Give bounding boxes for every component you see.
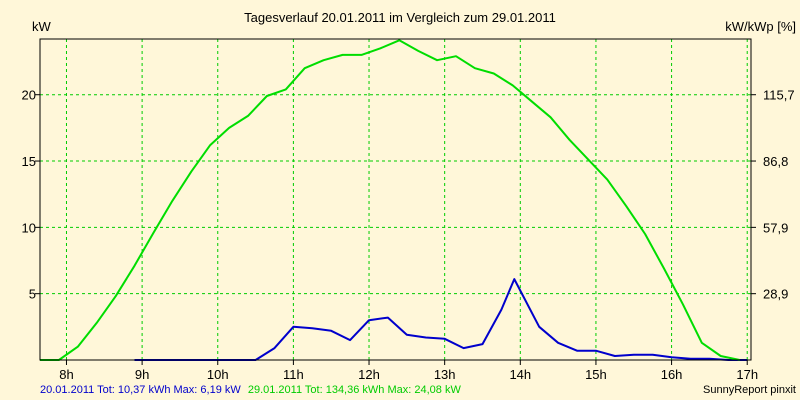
x-tick-label: 12h [358,367,380,382]
x-tick-label: 16h [661,367,683,382]
footer-summary-series-1: 20.01.2011 Tot: 10,37 kWh Max: 6,19 kW [40,384,241,396]
footer-credit: SunnyReport pinxit [703,384,796,396]
y-tick-label-left: 20 [22,88,36,103]
series-line-2 [40,39,740,361]
y-tick-label-left: 15 [22,154,36,169]
y-tick-label-right: 86,8 [763,154,788,169]
plot-frame [39,38,752,361]
grid-lines [40,39,751,360]
x-tick-label: 8h [59,367,73,382]
y-axis-left-label: kW [32,19,52,34]
x-tick-label: 13h [434,367,456,382]
y-axis-right-label: kW/kWp [%] [725,19,796,34]
x-tick-label: 9h [135,367,149,382]
x-tick-label: 17h [736,367,758,382]
y-tick-label-right: 57,9 [763,220,788,235]
x-tick-label: 11h [283,367,304,382]
chart-title: Tagesverlauf 20.01.2011 im Vergleich zum… [244,10,556,25]
x-tick-label: 14h [509,367,531,382]
axis-ticks: 8h 9h 10h 11h 12h 13h 14h 15h 16h 17h 5 10 15 20 28,9 5… [22,88,795,382]
footer-summary-series-2: 29.01.2011 Tot: 134,36 kWh Max: 24,08 kW [248,384,462,396]
y-tick-label-left: 5 [29,287,36,302]
y-tick-label-left: 10 [22,220,36,235]
y-tick-label-right: 28,9 [763,287,788,302]
x-tick-label: 15h [585,367,607,382]
y-tick-label-right: 115,7 [763,88,795,103]
footer-summary: 20.01.2011 Tot: 10,37 kWh Max: 6,19 kW 2… [40,384,461,396]
x-tick-label: 10h [207,367,229,382]
